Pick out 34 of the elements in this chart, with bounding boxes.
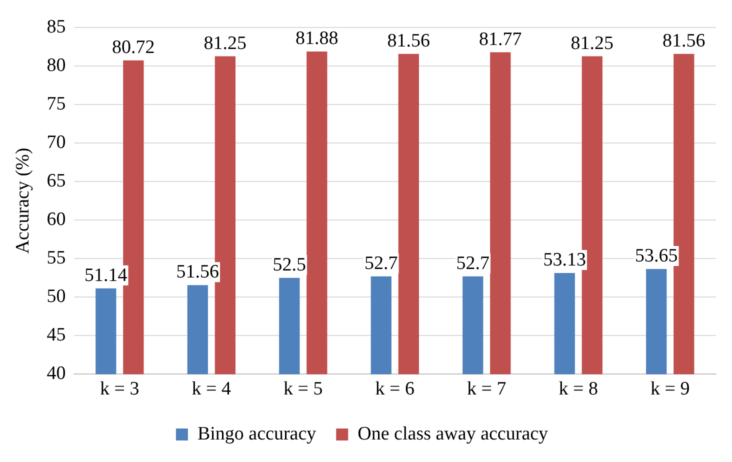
data-label: 52.7 [456,252,490,274]
x-tick-label: k = 9 [650,378,690,400]
x-tick-label: k = 8 [558,378,598,400]
data-label: 80.72 [112,36,155,58]
data-label: 81.56 [662,30,706,52]
x-tick-label: k = 3 [100,378,140,400]
y-tick-label: 75 [46,93,66,114]
data-label: 81.88 [296,28,338,49]
x-tick-label: k = 5 [284,378,323,400]
y-tick-label: 45 [46,324,66,346]
data-label: 51.14 [84,264,128,286]
legend-label: One class away accuracy [358,423,549,444]
y-tick-label: 85 [46,16,66,38]
data-label: 52.7 [364,252,398,274]
data-label: 51.56 [176,262,220,283]
y-tick-label: 55 [46,248,66,269]
data-label: 53.65 [634,245,678,266]
y-tick-label: 70 [46,132,66,153]
x-tick-label: k = 7 [467,378,506,400]
legend-label: Bingo accuracy [197,423,317,444]
y-tick-label: 80 [46,54,66,76]
y-tick-label: 60 [46,209,66,230]
y-tick-label: 50 [46,286,66,308]
data-label: 81.25 [204,32,247,54]
y-axis-title: Accuracy (%) [12,148,34,254]
y-tick-label: 40 [46,363,66,384]
data-label: 53.13 [543,249,586,270]
data-label: 81.25 [570,32,614,54]
x-tick-label: k = 6 [375,378,415,400]
y-tick-label: 65 [46,170,66,192]
data-label: 52.5 [272,254,306,276]
x-tick-label: k = 4 [192,378,232,400]
data-label: 81.77 [479,28,522,50]
data-label: 81.56 [387,30,430,52]
